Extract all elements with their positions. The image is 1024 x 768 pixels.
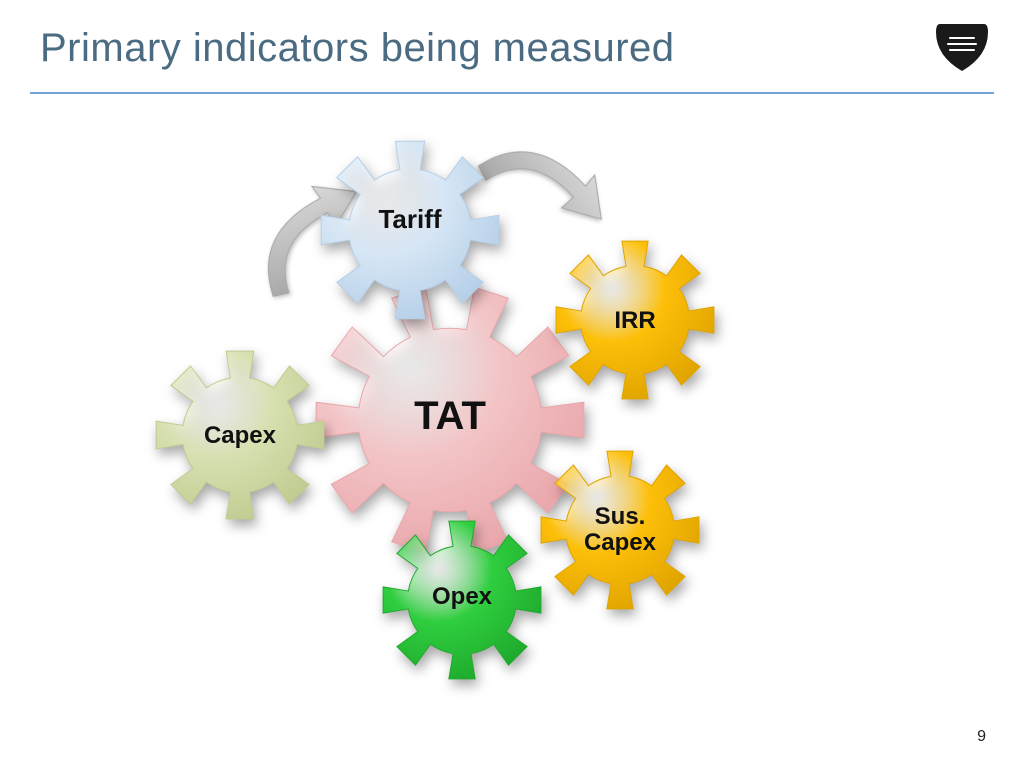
gear-label-opex: Opex [398,584,526,610]
page-number: 9 [977,728,986,746]
company-logo-icon [934,22,990,72]
gear-label-capex: Capex [172,423,308,449]
gear-label-irr: IRR [571,308,699,334]
gear-diagram: TAT Tariff Capex IRR Sus. Capex Opex [110,120,830,720]
slide-title: Primary indicators being measured [40,26,675,71]
gear-label-sus-capex: Sus. Capex [556,504,684,557]
gear-label-tat: TAT [342,394,558,438]
title-rule [30,92,994,94]
gear-label-tariff: Tariff [338,205,482,234]
